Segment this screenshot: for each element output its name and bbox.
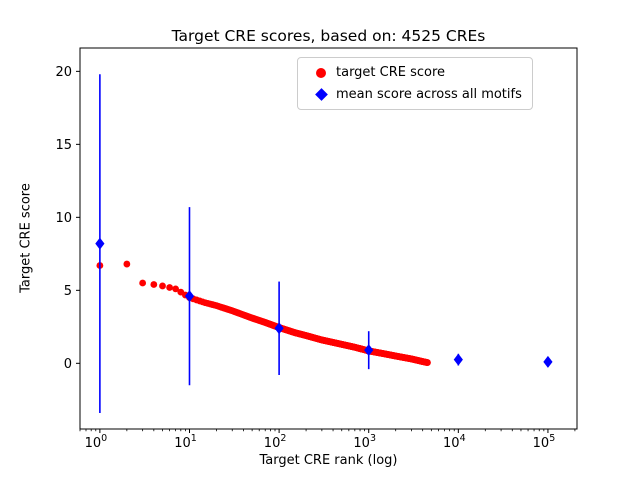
target-score-point	[123, 260, 131, 268]
legend-entry: target CRE score	[306, 65, 522, 80]
mean-score-point	[95, 237, 105, 250]
target-score-series	[96, 260, 431, 366]
x-tick-label: 101	[174, 433, 197, 451]
mean-score-point	[453, 353, 463, 366]
mean-score-point	[543, 355, 553, 368]
axis-ticks: 0 5 10 15 20 100 101 102 103 104 105	[55, 65, 576, 451]
x-tick-label: 103	[353, 433, 376, 451]
x-tick-label: 105	[533, 433, 556, 451]
x-axis-label: Target CRE rank (log)	[259, 453, 398, 468]
mean-score-point	[364, 344, 374, 357]
y-tick-label: 20	[55, 65, 72, 80]
mean-score-series	[95, 74, 553, 413]
legend-label: target CRE score	[336, 65, 446, 80]
x-tick-label: 102	[264, 433, 287, 451]
diamond-marker-icon	[306, 88, 336, 101]
chart-title: Target CRE scores, based on: 4525 CREs	[171, 27, 486, 45]
mean-score-point	[274, 322, 284, 335]
x-tick-label: 100	[85, 433, 108, 451]
legend-label: mean score across all motifs	[336, 87, 522, 102]
target-score-point	[172, 285, 180, 293]
target-score-point	[159, 282, 166, 290]
y-tick-label: 0	[64, 357, 72, 372]
target-score-point	[424, 359, 431, 366]
axes-frame	[79, 47, 578, 430]
x-tick-label: 104	[443, 433, 466, 451]
circle-marker-icon	[306, 67, 336, 78]
mean-score-point	[184, 290, 195, 303]
y-tick-label: 15	[55, 138, 72, 153]
target-score-point	[139, 279, 147, 287]
legend: target CRE score mean score across all mo…	[297, 57, 533, 110]
target-score-point	[150, 281, 158, 288]
legend-entry: mean score across all motifs	[306, 87, 522, 102]
y-tick-label: 5	[64, 284, 72, 299]
target-score-point	[166, 284, 174, 291]
y-tick-label: 10	[55, 211, 72, 226]
